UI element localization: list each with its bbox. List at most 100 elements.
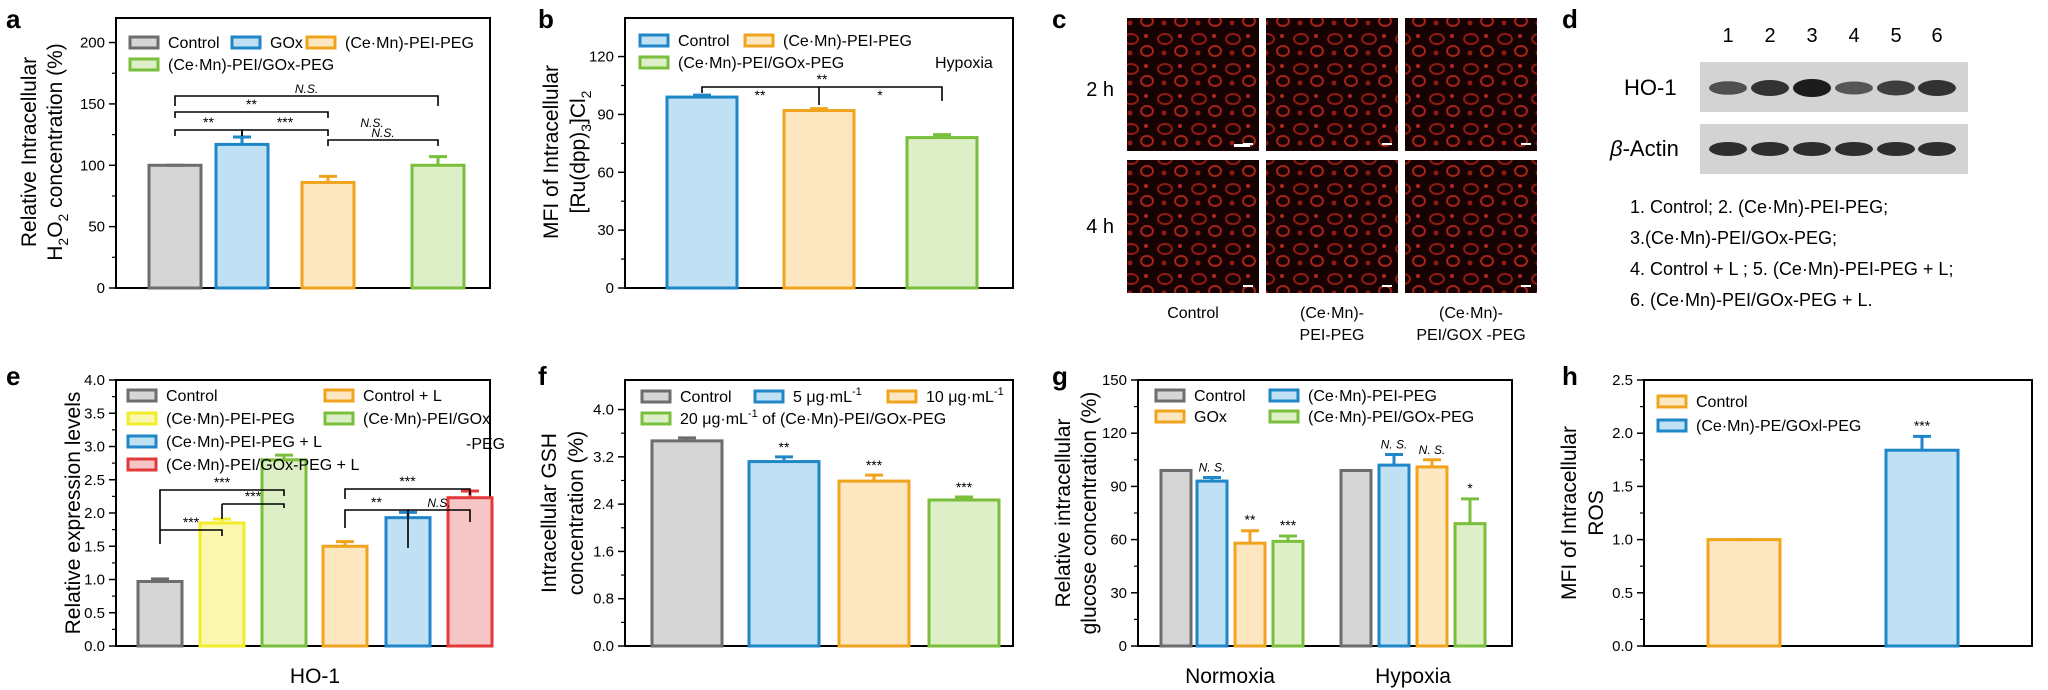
legend-swatch: [230, 35, 262, 50]
scale-bar: [1382, 285, 1392, 287]
y-tick-label: 0.0: [593, 638, 614, 655]
microscopy-panel: 2 h 4 h Control (Ce·Mn)- PEI-PEG (Ce·Mn)- PEI/…: [1086, 18, 1537, 344]
band-ho1: [1751, 80, 1789, 96]
significance-label: **: [1245, 512, 1256, 528]
significance-bracket: [159, 489, 285, 530]
bar: [927, 498, 1001, 648]
bar: [446, 496, 494, 648]
legend-label: (Ce·Mn)-PEI/GOx-PEG: [168, 57, 334, 74]
y-axis-label-line1: MFI of Intracellular: [540, 65, 563, 239]
bar: [198, 521, 246, 648]
y-tick-label: 0.0: [84, 638, 105, 655]
significance-bracket: [159, 529, 223, 544]
legend-label: Control: [1696, 394, 1748, 411]
y-axis-label: Relative expression levels: [62, 392, 85, 635]
legend-label: (Ce·Mn)-PEI/GOx: [363, 411, 490, 428]
bar: [665, 95, 739, 290]
y-tick-label: 2.0: [84, 505, 105, 522]
y-axis-label-part: H: [44, 246, 67, 261]
legend-swatch: [886, 389, 918, 404]
band-actin: [1918, 142, 1956, 156]
lane-number: 1: [1722, 25, 1733, 47]
legend-sup: -1: [994, 386, 1004, 398]
band-actin: [1877, 142, 1915, 156]
bar: [1706, 538, 1782, 648]
column-label: PEI/GOX -PEG: [1416, 327, 1525, 344]
legend-swatch: [753, 389, 785, 404]
legend-swatch: [1268, 388, 1300, 403]
row-label-ho1: HO-1: [1624, 75, 1677, 100]
micrograph: [1127, 160, 1259, 293]
y-axis-label-line1: Intracellular GSH: [538, 433, 561, 593]
significance-bracket: [408, 509, 471, 522]
legend-label: (Ce·Mn)-PEI-PEG: [1308, 388, 1437, 405]
significance-label: ***: [277, 114, 294, 130]
legend-label: 5 μg·mL-1: [793, 386, 862, 406]
significance-bracket: [174, 95, 439, 106]
bar: [300, 180, 356, 290]
y-axis-label-part: concentration (%): [44, 43, 67, 213]
legend-text: 20 μg·mL: [680, 411, 748, 428]
y-axis-label-line1: Relative Intracellular: [18, 57, 41, 247]
y-tick-label: 0.5: [1612, 585, 1633, 602]
bar: [782, 109, 856, 290]
y-tick-label: 4.0: [84, 372, 105, 389]
legend-label: Control + L: [363, 388, 442, 405]
legend-swatch: [640, 411, 672, 426]
scale-bar: [1382, 143, 1392, 145]
panel-letter-e: e: [6, 361, 20, 391]
legend-label: Control: [678, 33, 730, 50]
lane-number: 4: [1848, 25, 1859, 47]
bar: [650, 439, 724, 648]
bar: [147, 163, 203, 290]
micrograph: [1405, 160, 1537, 293]
blot-legend-line: 4. Control + L ; 5. (Ce·Mn)-PEI-PEG + L;: [1630, 259, 1953, 279]
band-actin: [1835, 142, 1873, 156]
legend-swatch: [128, 57, 160, 72]
significance-label: **: [779, 439, 790, 455]
significance-label: ***: [399, 473, 416, 489]
legend-swatch: [1154, 388, 1186, 403]
legend-label: (Ce·Mn)-PEI-PEG + L: [166, 434, 322, 451]
column-label: (Ce·Mn)-: [1300, 305, 1364, 322]
band-actin: [1709, 142, 1747, 156]
y-tick-label: 120: [1102, 425, 1127, 442]
legend-label: GOx: [1194, 409, 1227, 426]
y-tick-label: 2.5: [84, 472, 105, 489]
panel-letter-d: d: [1562, 4, 1578, 34]
y-axis-label-part: ]Cl: [567, 98, 590, 124]
legend-label: (Ce·Mn)-PEI-PEG: [166, 411, 295, 428]
legend-swatch: [1656, 418, 1688, 433]
legend-label: (Ce·Mn)-PEI/GOx-PEG: [678, 55, 844, 72]
y-axis-label-part: O: [44, 221, 67, 237]
y-tick-label: 0: [97, 280, 105, 297]
y-tick-label: 1.5: [1612, 478, 1633, 495]
blot-legend-line: 3.(Ce·Mn)-PEI/GOx-PEG;: [1630, 228, 1837, 248]
significance-label: N.S.: [371, 126, 394, 140]
significance-label: ***: [1280, 517, 1297, 533]
bar: [260, 458, 308, 648]
legend-label: Control: [680, 389, 732, 406]
y-tick-label: 120: [589, 49, 614, 66]
legend-swatch: [323, 411, 355, 426]
significance-bracket: [344, 488, 471, 499]
legend-label: (Ce·Mn)-PEI-PEG: [345, 35, 474, 52]
bar: [1415, 465, 1449, 648]
y-tick-label: 3.5: [84, 405, 105, 422]
x-group-label: Normoxia: [1185, 665, 1275, 688]
bar: [837, 479, 911, 648]
band-actin: [1793, 142, 1831, 156]
lane-number: 3: [1806, 25, 1817, 47]
legend-swatch: [323, 388, 355, 403]
significance-label: N. S.: [1419, 443, 1446, 457]
y-axis-label-line2: concentration (%): [565, 431, 588, 596]
significance-label: ***: [183, 514, 200, 530]
y-axis-label-line2: [Ru(dpp)3]Cl2: [567, 90, 594, 213]
significance-label: **: [203, 114, 214, 130]
significance-bracket: [327, 139, 439, 146]
significance-bracket: [344, 509, 409, 548]
panel-letter-g: g: [1052, 361, 1068, 391]
significance-label: ***: [866, 457, 883, 473]
legend-label: Control: [166, 388, 218, 405]
